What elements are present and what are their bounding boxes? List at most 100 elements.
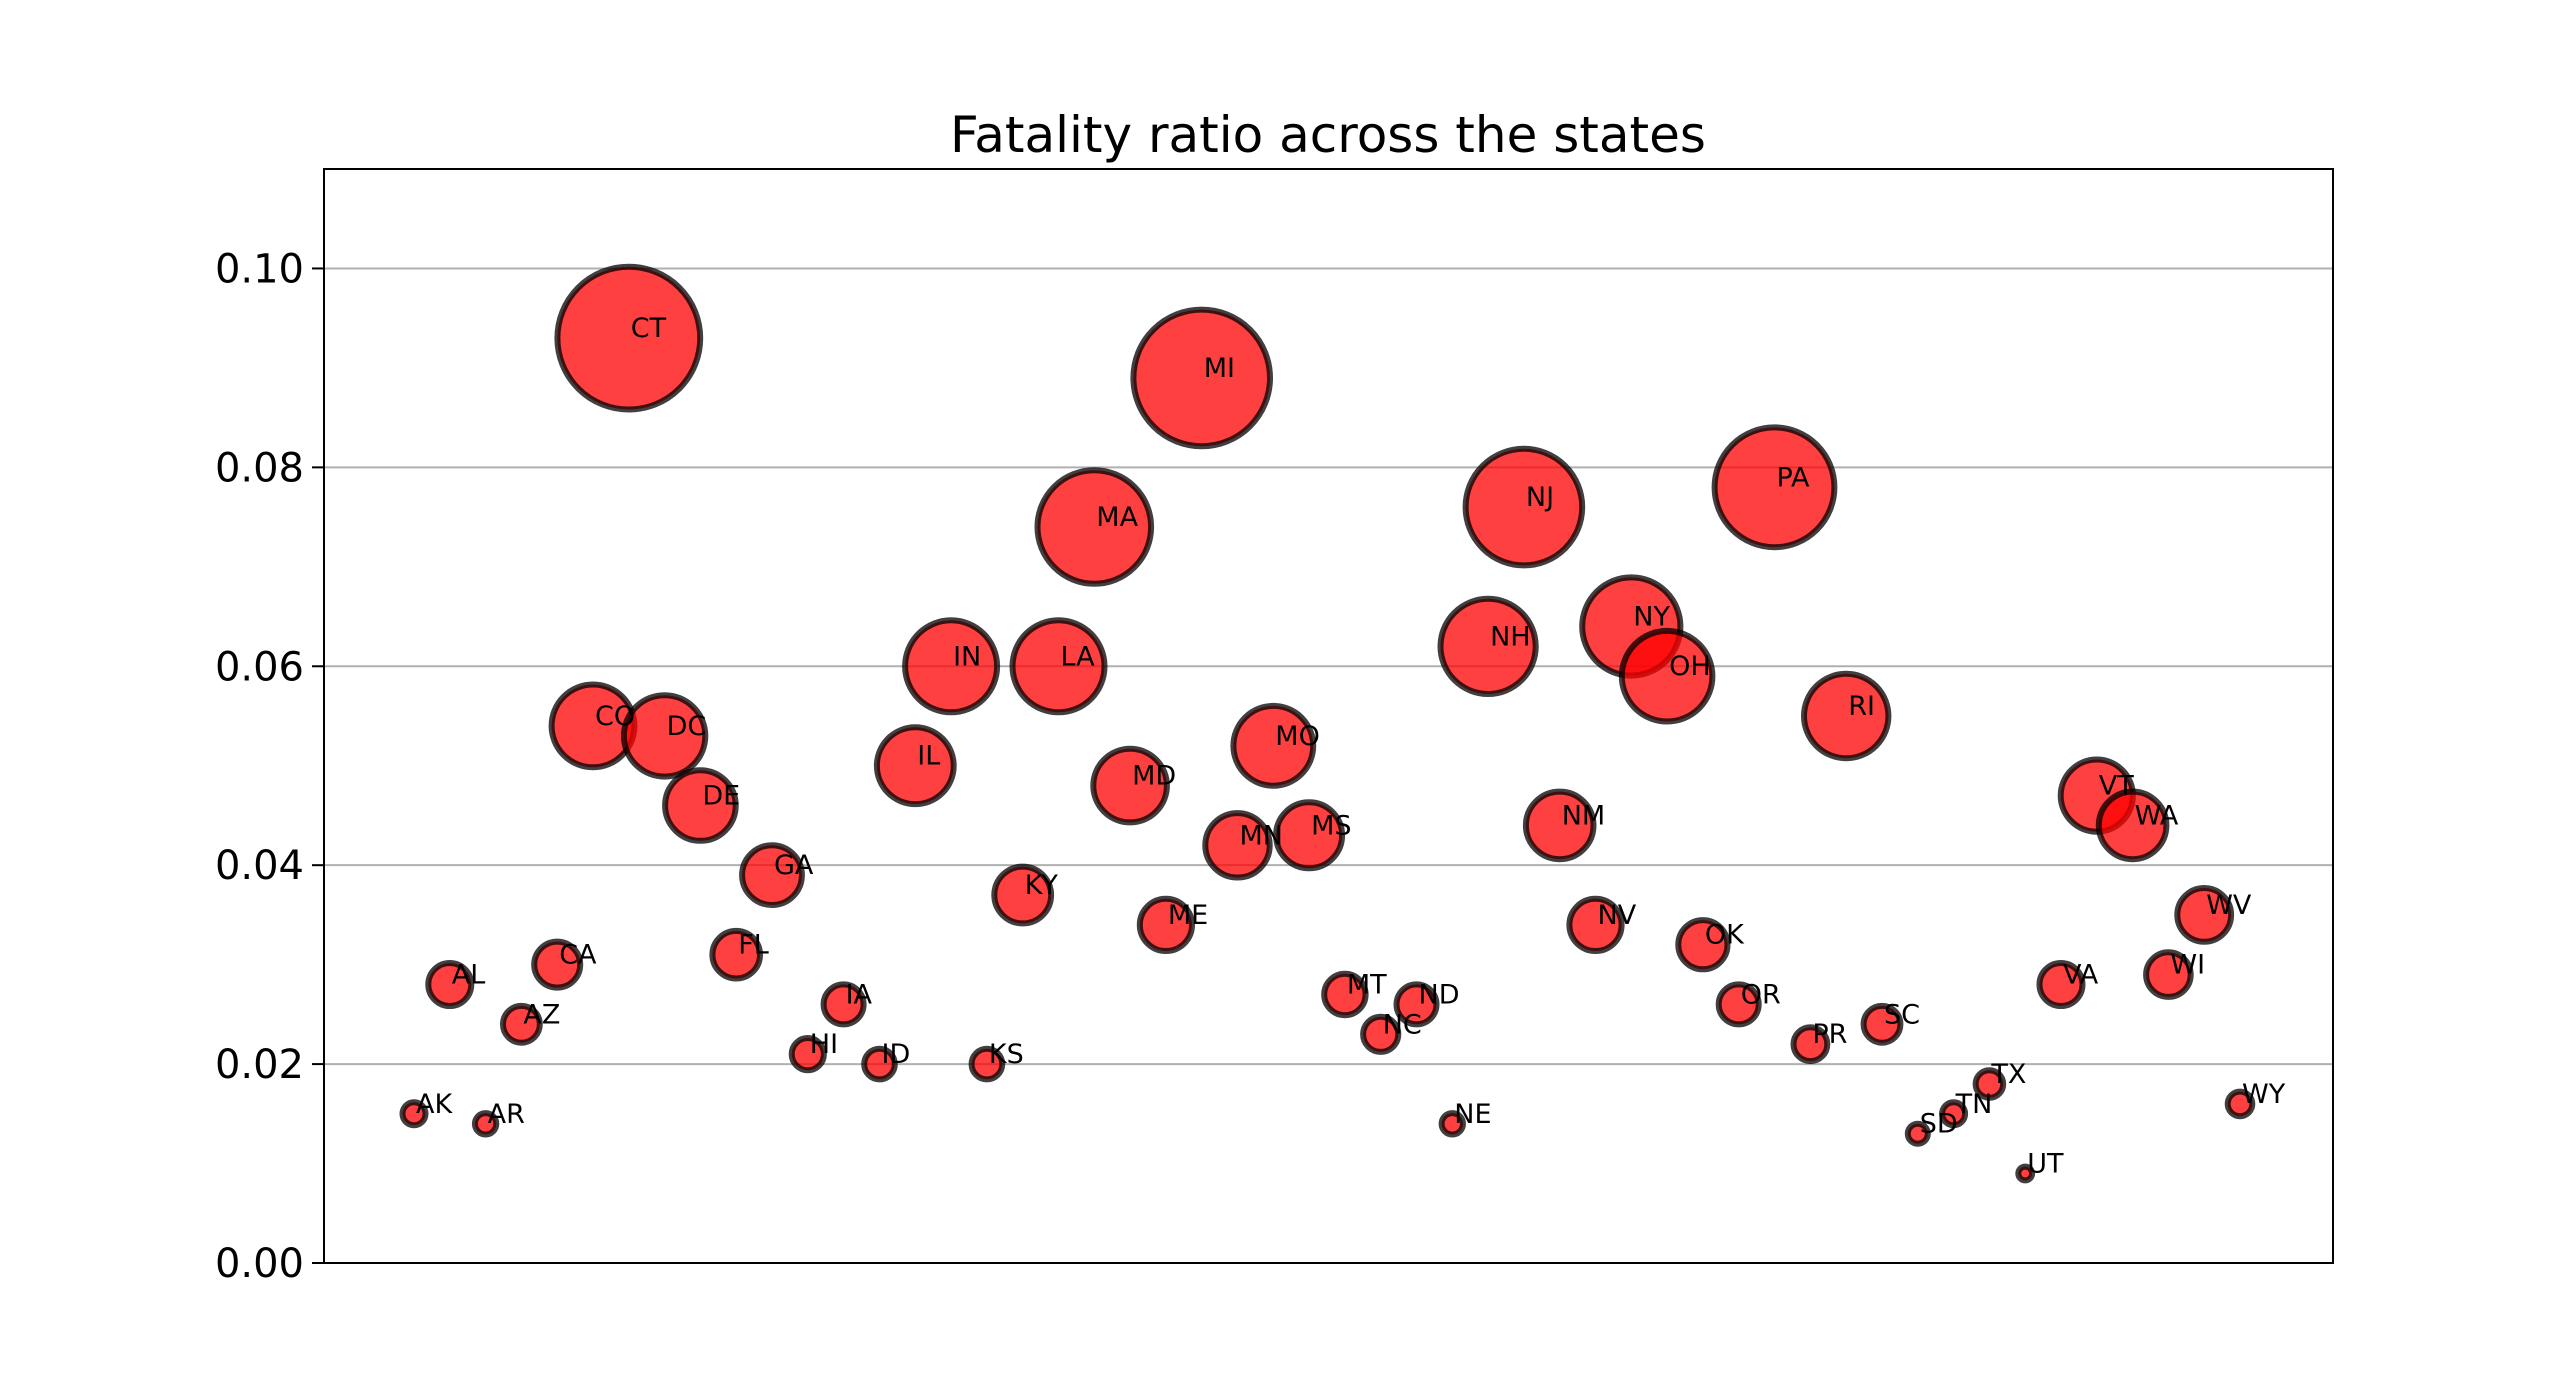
bubble-label-ny: NY (1633, 602, 1670, 633)
bubble-label-az: AZ (523, 999, 560, 1030)
bubble-id (861, 1045, 898, 1083)
bubble-va (2036, 960, 2086, 1009)
bubble-label-dc: DC (667, 711, 707, 742)
bubble-label-tx: TX (1990, 1059, 2026, 1090)
bubble-label-mn: MN (1240, 820, 1284, 851)
bubble-label-id: ID (882, 1039, 911, 1070)
bubble-pa (1711, 424, 1838, 551)
bubble-nv (1566, 895, 1625, 955)
bubble-wy (2224, 1088, 2256, 1120)
bubble-label-ia: IA (846, 979, 873, 1010)
y-axis: 0.00 0.02 0.04 0.06 0.08 0.10 (215, 246, 324, 1287)
bubble-dc (620, 692, 709, 780)
bubble-mo (1230, 702, 1317, 789)
bubble-label-ks: KS (989, 1039, 1024, 1070)
bubble-label-sc: SC (1884, 999, 1920, 1030)
bubble-label-nm: NM (1562, 800, 1606, 831)
bubble-ga (739, 842, 805, 908)
bubble-mt (1321, 970, 1369, 1019)
bubble-de (662, 767, 739, 844)
bubble-label-ga: GA (774, 850, 814, 881)
bubble-label-va: VA (2063, 960, 2099, 991)
bubble-label-vt: VT (2099, 771, 2134, 802)
bubble-label-nv: NV (1598, 900, 1637, 931)
bubble-label-me: ME (1168, 900, 1208, 931)
bubble-label-mt: MT (1347, 970, 1387, 1001)
bubble-md (1090, 745, 1170, 826)
bubble-ne (1438, 1110, 1467, 1138)
bubble-label-wy: WY (2242, 1079, 2286, 1110)
bubble-label-md: MD (1132, 761, 1176, 792)
bubble-label-ky: KY (1025, 870, 1059, 901)
bubble-ca (531, 938, 584, 991)
y-tick-label: 0.02 (215, 1042, 304, 1088)
bubble-label-ms: MS (1311, 810, 1351, 841)
bubble-label-wa: WA (2135, 800, 2179, 831)
bubble-az (500, 1002, 543, 1046)
bubble-in (902, 617, 1001, 716)
gridlines (324, 267, 2333, 1066)
bubble-label-pr: PR (1812, 1019, 1847, 1050)
bubble-tn (1939, 1099, 1969, 1129)
bubble-label-sd: SD (1920, 1109, 1958, 1140)
bubble-label-al: AL (452, 960, 486, 991)
bubble-la (1009, 617, 1108, 716)
bubble-hi (788, 1035, 827, 1074)
bubble-nh (1437, 595, 1539, 698)
bubble-mi (1130, 306, 1273, 450)
data-points (399, 263, 2256, 1184)
bubble-label-in: IN (953, 641, 981, 672)
bubble-label-fl: FL (738, 930, 769, 961)
data-labels: AK AL AR AZ CA CO CT DC DE FL GA HI IA ID IL IN KS KY LA MA… (416, 313, 2286, 1179)
bubble-ma (1034, 467, 1155, 587)
bubble-ak (399, 1099, 429, 1129)
y-tick-label: 0.06 (215, 644, 304, 690)
bubble-label-ar: AR (488, 1099, 525, 1130)
bubble-nj (1462, 445, 1586, 569)
bubble-label-wv: WV (2206, 890, 2252, 921)
bubble-ar (471, 1110, 500, 1138)
bubble-label-de: DE (702, 781, 740, 812)
bubble-me (1136, 895, 1196, 955)
bubble-il (873, 724, 957, 808)
bubble-label-il: IL (917, 741, 940, 772)
bubble-pr (1790, 1024, 1831, 1065)
bubble-sc (1860, 1002, 1904, 1046)
y-tick-label: 0.04 (215, 843, 304, 889)
bubble-label-mo: MO (1275, 721, 1320, 752)
bubble-label-ca: CA (559, 940, 597, 971)
bubble-ct (554, 263, 704, 413)
bubble-ks (968, 1045, 1006, 1083)
bubble-wa (2095, 788, 2170, 863)
bubble-oh (1618, 627, 1716, 725)
bubble-ri (1801, 670, 1892, 762)
plot-frame (323, 168, 2334, 1264)
bubble-label-nh: NH (1490, 621, 1531, 652)
bubble-label-ok: OK (1705, 920, 1745, 951)
bubble-ms (1273, 799, 1346, 872)
bubble-nd (1393, 981, 1440, 1028)
bubble-label-or: OR (1741, 979, 1781, 1010)
bubble-label-la: LA (1061, 641, 1096, 672)
bubble-nm (1522, 788, 1597, 863)
y-tick-label: 0.00 (215, 1241, 304, 1287)
bubble-label-nd: ND (1419, 979, 1460, 1010)
bubble-ky (991, 863, 1055, 927)
bubble-nc (1360, 1013, 1402, 1055)
bubble-tx (1972, 1067, 2007, 1101)
bubble-label-tn: TN (1955, 1089, 1993, 1120)
bubble-label-ma: MA (1096, 502, 1138, 533)
bubble-sd (1904, 1120, 1931, 1147)
bubble-label-mi: MI (1204, 353, 1235, 384)
bubble-or (1715, 981, 1762, 1028)
bubble-label-wi: WI (2170, 950, 2205, 981)
bubble-fl (709, 927, 764, 982)
y-tick-label: 0.08 (215, 445, 304, 491)
bubble-label-ne: NE (1454, 1099, 1491, 1130)
bubble-ia (820, 981, 867, 1028)
bubble-al (425, 960, 475, 1009)
bubble-ok (1675, 917, 1731, 973)
bubble-mn (1202, 810, 1273, 881)
